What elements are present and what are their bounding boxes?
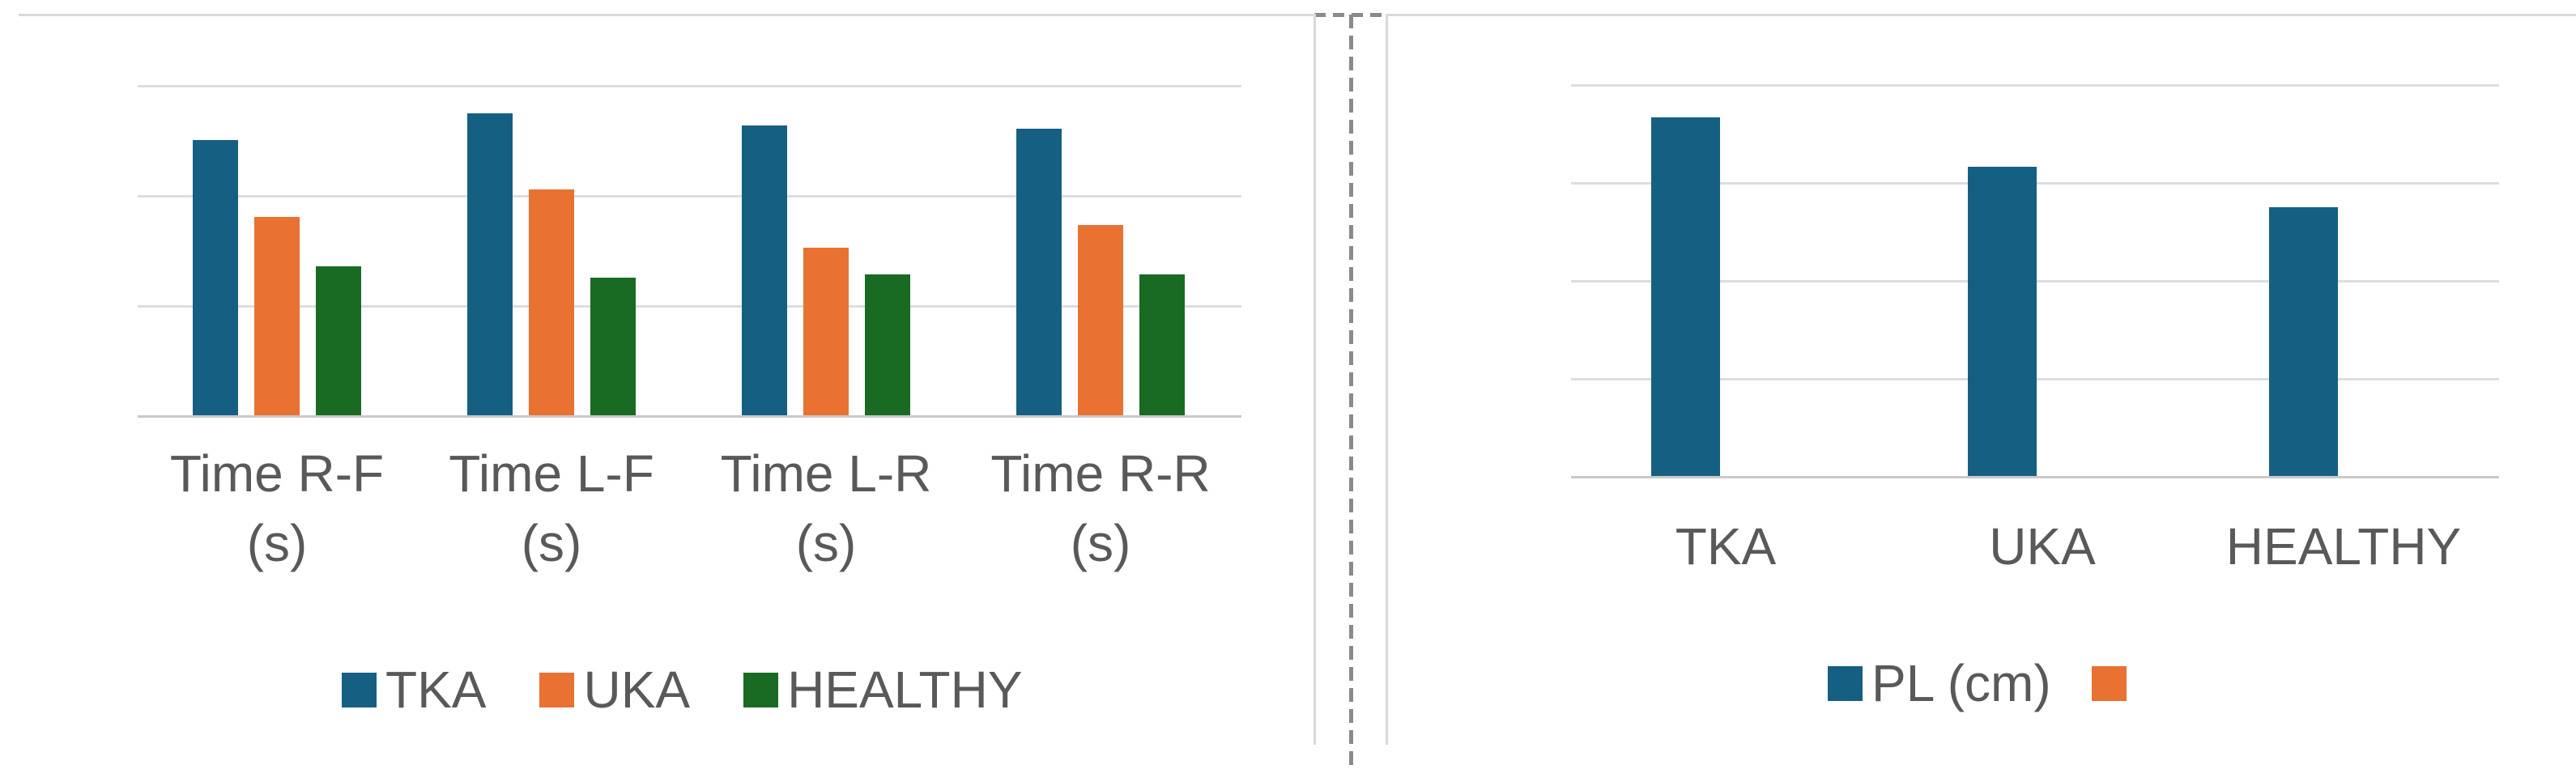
bar-healthy-0[interactable] [316,266,361,415]
x-axis-category-label: Time L-R (s) [624,439,1028,578]
legend-swatch-icon [2091,665,2127,701]
bar-healthy-3[interactable] [1139,274,1185,415]
legend-item-uka[interactable]: UKA [539,664,690,716]
bar-uka-3[interactable] [1078,225,1123,415]
right-chart-left-border [1386,14,1388,745]
bar-tka-3[interactable] [1016,129,1062,415]
bar-pl-cm--2[interactable] [2269,207,2338,476]
x-axis-line [138,415,1241,418]
legend-item-tka[interactable]: TKA [342,664,486,716]
x-axis-label-line: Time R-F [169,444,385,503]
x-axis-category-label: HEALTHY [2141,512,2546,581]
x-axis-label-line: (s) [521,514,582,572]
x-axis-label-line: (s) [246,514,308,572]
legend-label: PL (cm) [1871,654,2051,712]
x-axis-category-label: TKA [1523,512,1928,581]
chart-legend: PL (cm) [1828,657,2135,709]
bar-healthy-1[interactable] [590,278,636,415]
gait-time-bar-chart[interactable]: Time R-F (s) Time L-F (s) Time L-R (s) Time R-… [0,0,1314,769]
x-axis-label-line: Time R-R [990,444,1211,503]
bar-uka-0[interactable] [254,217,300,415]
left-chart-right-border [1314,14,1316,745]
legend-swatch-icon [342,672,377,707]
legend-item-healthy[interactable]: HEALTHY [743,661,1023,719]
y-gridline [138,195,1241,198]
legend-label: TKA [385,661,487,719]
x-axis-category-label: UKA [1840,512,2245,581]
x-axis-category-label: Time R-R (s) [898,439,1303,578]
legend-swatch-icon [1828,665,1863,701]
x-axis-line [1571,476,2499,478]
x-axis-category-label: Time L-F (s) [349,439,754,578]
x-axis-label-line: UKA [1989,517,2096,576]
x-axis-label-line: (s) [1070,514,1131,572]
path-length-bar-chart[interactable]: TKA UKA HEALTHY PL (cm) [1388,0,2576,769]
y-gridline [138,305,1241,308]
bar-pl-cm--1[interactable] [1968,167,2037,476]
legend-label: HEALTHY [787,661,1023,719]
bar-tka-0[interactable] [193,140,238,415]
bar-tka-1[interactable] [467,113,513,415]
x-axis-label-line: Time L-R [720,444,932,503]
bar-healthy-2[interactable] [865,274,910,415]
page-break-divider [1349,15,1353,767]
legend-swatch-icon [539,672,575,707]
y-gridline [138,85,1241,87]
charts-top-border-right [1387,14,2576,16]
legend-label: UKA [583,661,691,719]
charts-top-border-left [19,14,1314,16]
x-axis-label-line: (s) [795,514,857,572]
bar-pl-cm--0[interactable] [1651,117,1720,476]
bar-uka-1[interactable] [529,189,574,415]
x-axis-category-label: Time R-F (s) [75,439,479,578]
x-axis-label-line: Time L-F [449,444,654,503]
x-axis-label-line: TKA [1675,517,1777,576]
bar-tka-2[interactable] [742,125,787,415]
legend-swatch-icon [743,672,779,707]
chart-legend: TKA UKA HEALTHY [342,664,1023,716]
x-axis-label-line: HEALTHY [2225,517,2462,576]
bar-uka-2[interactable] [803,248,849,415]
legend-item-unnamed[interactable] [2091,665,2135,701]
y-gridline [1571,84,2499,87]
legend-item-pl-cm-[interactable]: PL (cm) [1828,657,2051,709]
